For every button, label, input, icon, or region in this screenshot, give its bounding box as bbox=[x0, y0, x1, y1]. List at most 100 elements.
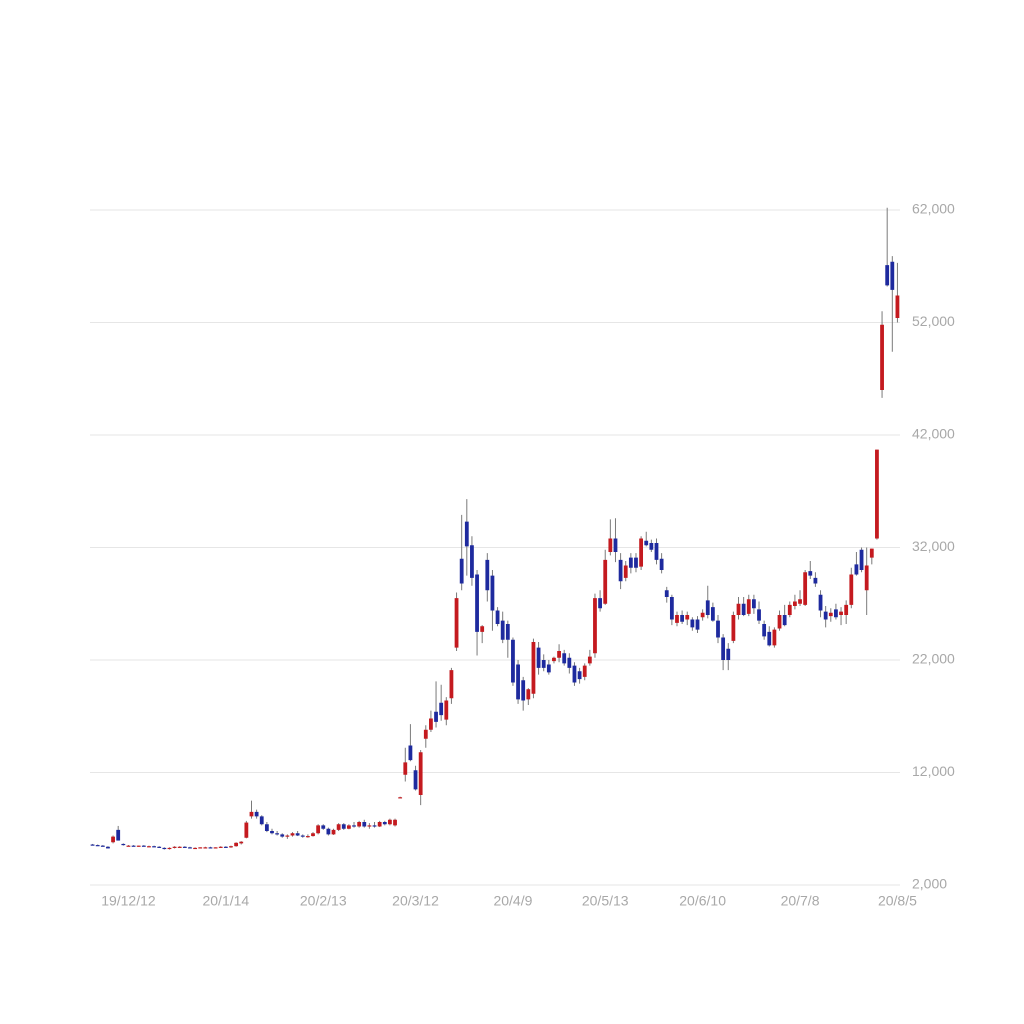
candle-body bbox=[505, 624, 510, 640]
candle-body bbox=[398, 797, 403, 799]
candle-body bbox=[521, 680, 526, 701]
candle-body bbox=[459, 558, 464, 584]
candle-body bbox=[844, 604, 849, 615]
candle-body bbox=[793, 601, 797, 606]
candle-body bbox=[634, 557, 638, 568]
candle-body bbox=[495, 610, 500, 624]
candle-body bbox=[787, 604, 792, 615]
y-tick-label: 42,000 bbox=[912, 426, 955, 442]
candle-body bbox=[234, 842, 239, 847]
candle-body bbox=[111, 836, 115, 843]
y-tick-label: 52,000 bbox=[912, 313, 955, 329]
candle-body bbox=[875, 449, 879, 539]
candle-body bbox=[470, 545, 474, 578]
candle-body bbox=[326, 828, 331, 835]
candle-body bbox=[669, 597, 674, 620]
candle-body bbox=[275, 833, 280, 835]
candle-body bbox=[295, 833, 300, 836]
candle-body bbox=[141, 845, 146, 847]
candle-body bbox=[218, 846, 223, 848]
candle-body bbox=[388, 819, 392, 825]
candle-body bbox=[352, 825, 356, 827]
candle-body bbox=[331, 829, 336, 835]
candle-body bbox=[162, 847, 167, 850]
candle-body bbox=[511, 639, 515, 683]
candle-body bbox=[198, 847, 203, 849]
candle-body bbox=[854, 564, 859, 575]
candle-body bbox=[172, 846, 177, 848]
candle-body bbox=[757, 609, 761, 621]
y-tick-label: 62,000 bbox=[912, 201, 955, 217]
candle-body bbox=[254, 811, 259, 817]
candle-body bbox=[839, 611, 843, 615]
candle-body bbox=[880, 324, 884, 390]
candle-body bbox=[777, 615, 782, 629]
candle-body bbox=[895, 295, 900, 318]
candle-body bbox=[751, 599, 756, 609]
candle-body bbox=[808, 571, 813, 576]
candle-body bbox=[336, 824, 341, 830]
candle-body bbox=[429, 718, 433, 730]
candle-body bbox=[490, 575, 495, 611]
candle-body bbox=[803, 572, 808, 605]
x-tick-label: 20/7/8 bbox=[781, 893, 820, 909]
candle-body bbox=[121, 843, 126, 846]
candle-body bbox=[859, 549, 864, 570]
candle-body bbox=[362, 822, 367, 827]
candle-body bbox=[639, 538, 644, 567]
candle-body bbox=[767, 631, 772, 646]
candle-body bbox=[557, 651, 561, 658]
candle-body bbox=[300, 835, 305, 837]
candle-body bbox=[705, 600, 710, 615]
candle-body bbox=[321, 825, 326, 829]
candle-body bbox=[90, 844, 95, 846]
candle-body bbox=[618, 559, 623, 582]
candle-body bbox=[890, 261, 895, 290]
x-tick-label: 20/2/13 bbox=[300, 893, 347, 909]
candle-body bbox=[659, 558, 664, 570]
x-tick-label: 20/4/9 bbox=[493, 893, 532, 909]
candle-body bbox=[449, 670, 454, 699]
candle-body bbox=[782, 615, 787, 626]
candle-body bbox=[126, 845, 131, 847]
candle-body bbox=[823, 611, 828, 620]
candle-body bbox=[695, 619, 700, 630]
candle-body bbox=[541, 660, 546, 668]
candle-body bbox=[726, 648, 731, 660]
candle-body bbox=[208, 847, 213, 849]
candle-body bbox=[603, 559, 608, 604]
candle-body bbox=[516, 664, 520, 700]
candle-body bbox=[741, 603, 746, 615]
candle-body bbox=[598, 598, 602, 609]
candle-body bbox=[628, 557, 633, 568]
candle-body bbox=[716, 620, 720, 638]
candle-body bbox=[480, 626, 485, 632]
candle-body bbox=[244, 822, 249, 838]
candle-body bbox=[177, 846, 182, 848]
candle-body bbox=[346, 825, 351, 829]
candle-body bbox=[613, 538, 618, 552]
candle-body bbox=[885, 265, 890, 286]
y-tick-label: 12,000 bbox=[912, 763, 955, 779]
candle-body bbox=[439, 702, 444, 716]
candle-body bbox=[500, 620, 505, 640]
candle-body bbox=[249, 811, 254, 817]
candle-body bbox=[608, 538, 613, 552]
candle-body bbox=[131, 845, 136, 847]
candle-body bbox=[280, 834, 285, 837]
candle-body bbox=[454, 598, 459, 648]
candle-body bbox=[403, 762, 408, 775]
candle-body bbox=[736, 603, 741, 615]
candle-body bbox=[546, 664, 551, 673]
candle-body bbox=[731, 615, 736, 641]
x-tick-label: 19/12/12 bbox=[101, 893, 156, 909]
candle-body bbox=[341, 824, 346, 829]
candle-body bbox=[367, 825, 372, 827]
candle-body bbox=[444, 700, 449, 720]
candle-body bbox=[593, 598, 597, 654]
candle-body bbox=[418, 752, 423, 795]
candle-body bbox=[536, 647, 541, 668]
candle-body bbox=[587, 656, 592, 664]
candle-body bbox=[357, 822, 362, 827]
candle-body bbox=[746, 599, 751, 614]
